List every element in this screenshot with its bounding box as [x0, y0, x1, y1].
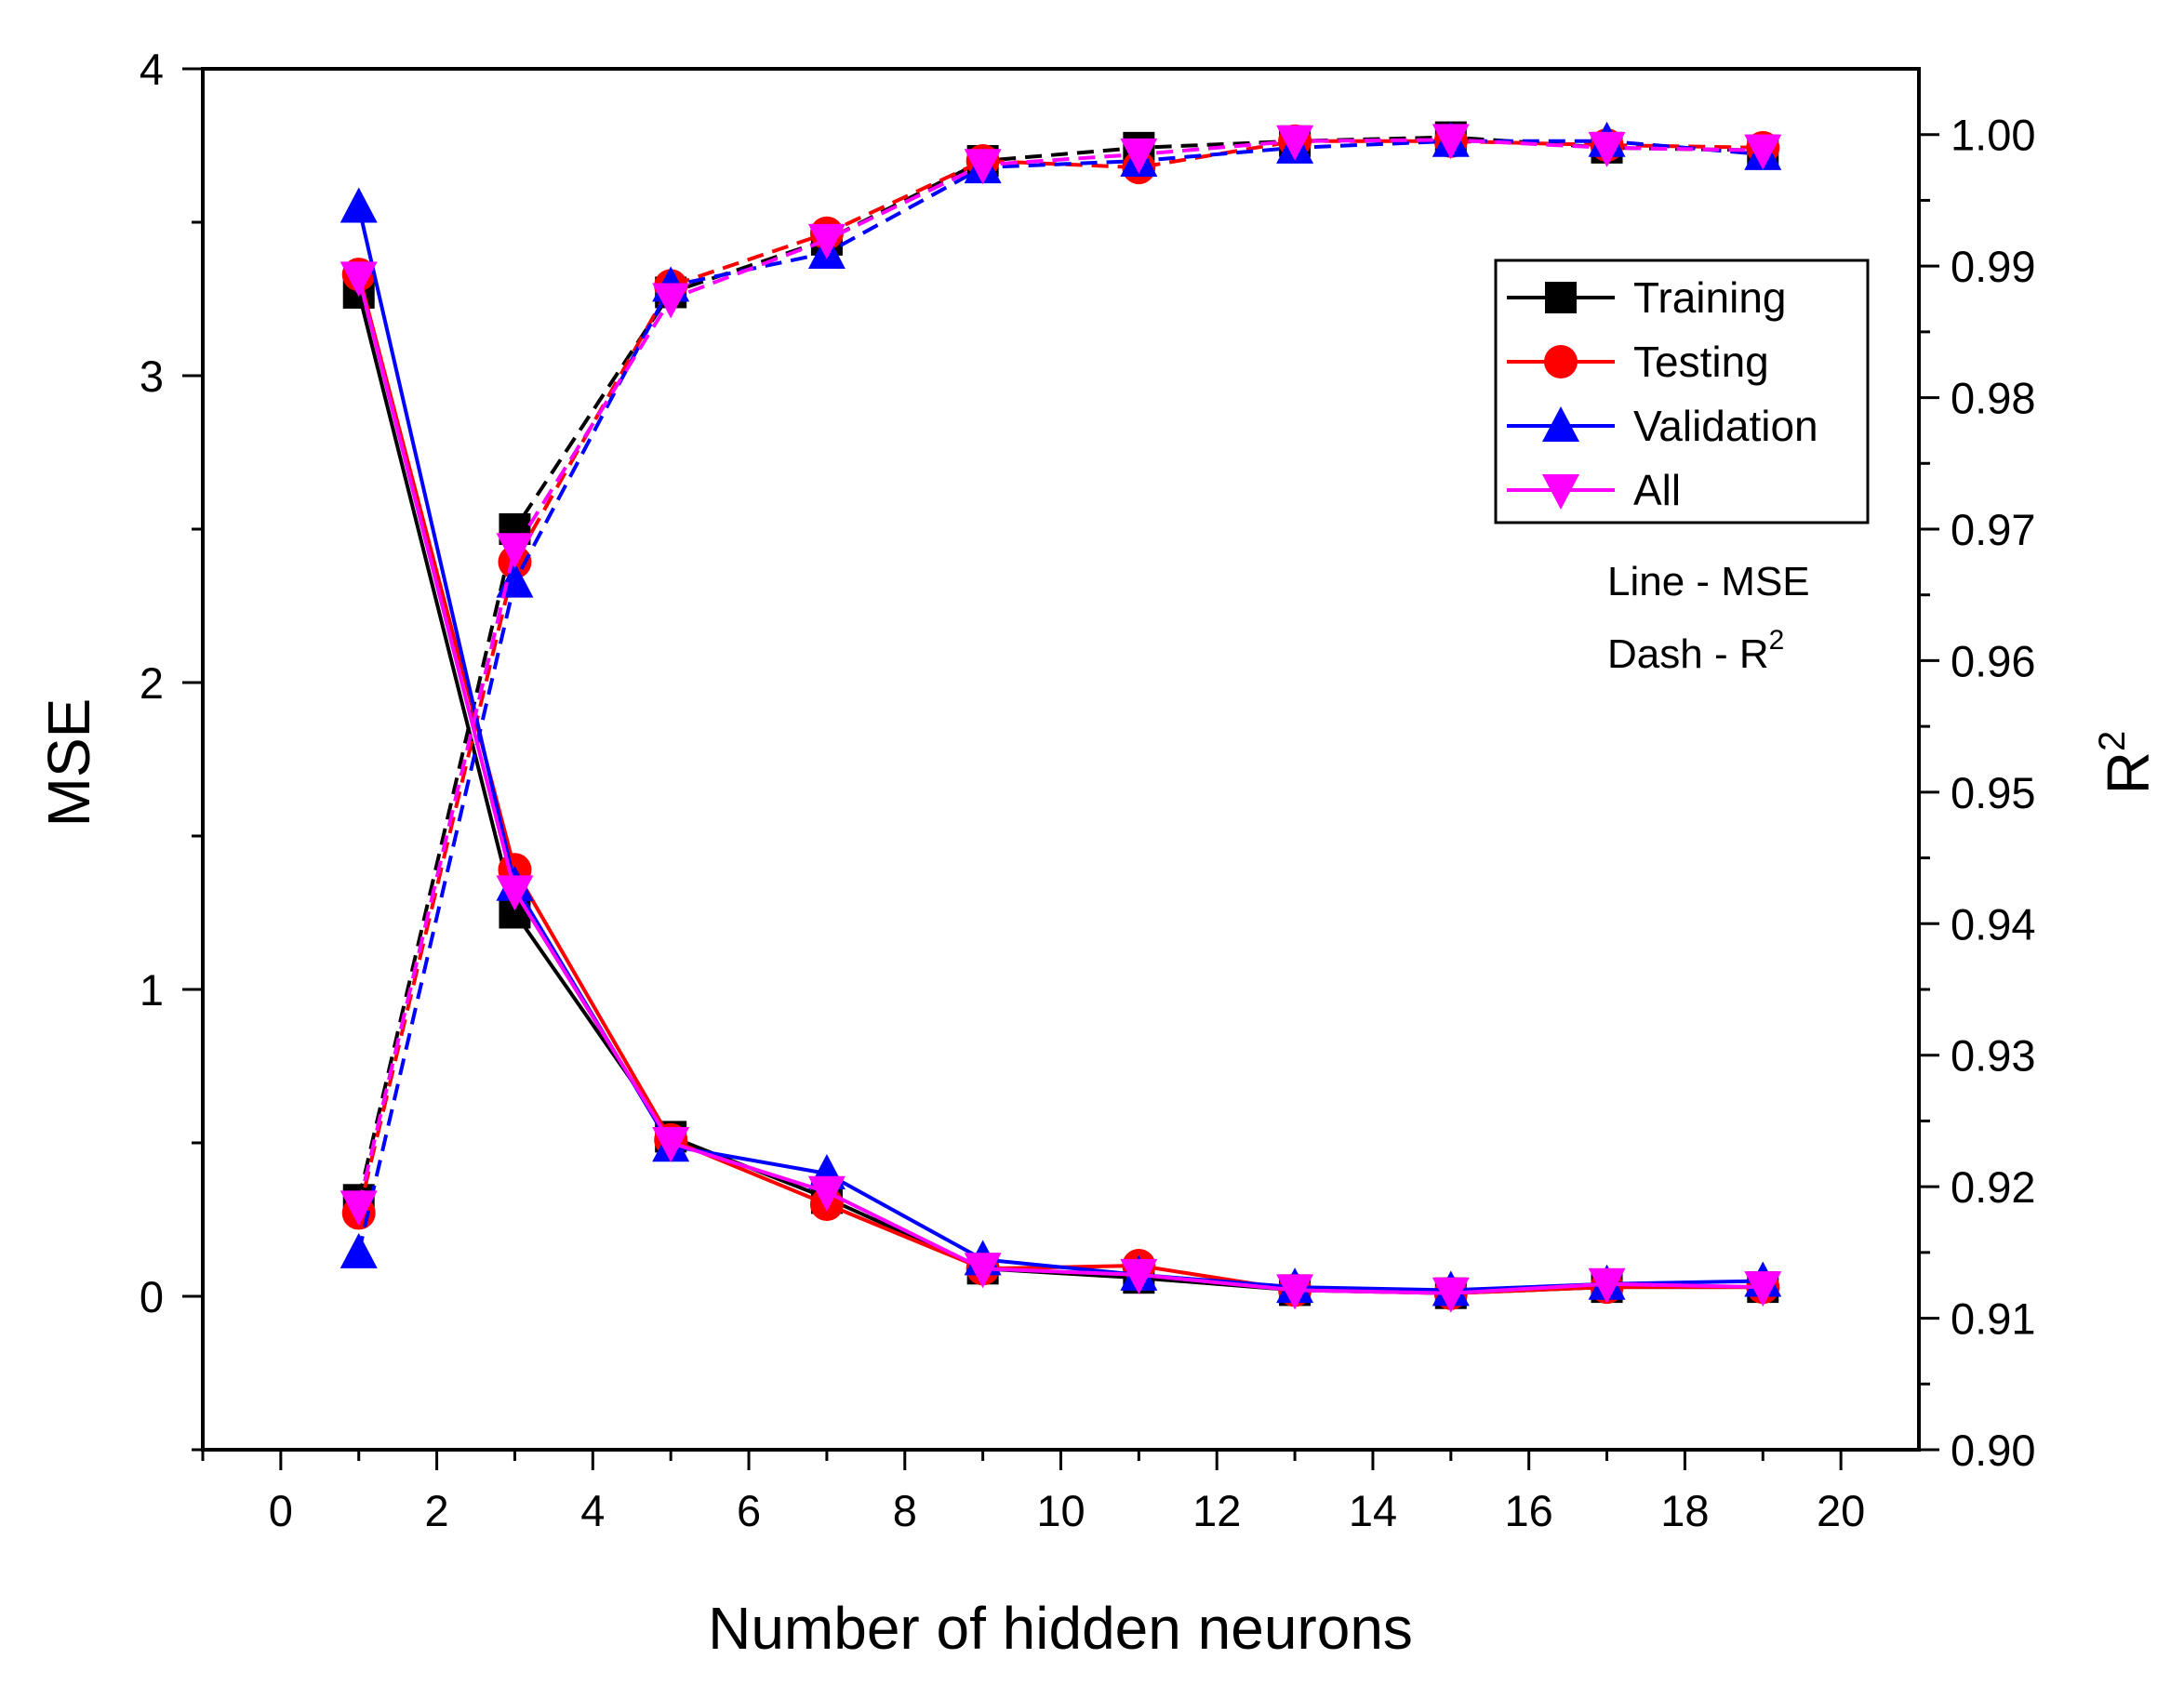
y-axis-right-title-sup: 2 [2092, 731, 2133, 751]
x-tick-label: 12 [1192, 1486, 1241, 1535]
mse-point-all [964, 1253, 1002, 1289]
y-axis-right: 0.90 0.91 0.92 0.93 0.94 0.95 0.96 0.97 0.98 0.99… [1919, 111, 2035, 1475]
legend-entry-validation: Validation [1507, 402, 1818, 450]
legend-marker-testing [1544, 345, 1578, 378]
x-tick-label: 20 [1817, 1486, 1865, 1535]
x-tick-label: 6 [737, 1486, 761, 1535]
x-tick-label: 2 [425, 1486, 449, 1535]
y-axis-right-title-base: R [2095, 751, 2162, 794]
y-right-tick-label: 1.00 [1951, 111, 2035, 160]
r2-point-all [1120, 138, 1158, 174]
y-left-tick-label: 4 [140, 45, 164, 94]
r2-dash-line-validation [356, 139, 1764, 1254]
r2-point-validation [340, 1232, 378, 1268]
x-tick-label: 18 [1660, 1486, 1709, 1535]
y-axis-right-title: R2 [2092, 731, 2162, 794]
mse-point-all [340, 261, 378, 298]
y-left-tick-label: 3 [140, 352, 164, 401]
y-right-tick-label: 0.93 [1951, 1031, 2035, 1081]
x-tick-label: 10 [1036, 1486, 1085, 1535]
mse-point-all [652, 1127, 690, 1162]
legend-label-training: Training [1633, 273, 1786, 322]
mse-point-all [1120, 1258, 1158, 1294]
x-tick-label: 8 [893, 1486, 917, 1535]
mse-point-all [1276, 1274, 1314, 1310]
r2-point-all [340, 1190, 378, 1227]
x-tick-label: 4 [580, 1486, 605, 1535]
legend-label-all: All [1633, 466, 1681, 514]
y-right-tick-label: 0.90 [1951, 1426, 2035, 1475]
y-right-tick-label: 0.97 [1951, 505, 2035, 554]
annotation-dash-r2-base: Dash - R [1607, 631, 1769, 677]
svg-text:R2: R2 [2092, 731, 2162, 794]
r2-point-all [1744, 134, 1782, 170]
mse-point-all [1744, 1271, 1782, 1307]
r2-point-all [964, 149, 1002, 185]
x-tick-label: 14 [1349, 1486, 1397, 1535]
series-all [340, 124, 1782, 1313]
legend-label-testing: Testing [1633, 338, 1769, 386]
y-left-tick-label: 1 [140, 965, 164, 1015]
r2-point-all [807, 223, 846, 259]
mse-point-validation [340, 187, 378, 223]
y-left-tick-label: 2 [140, 658, 164, 708]
mse-point-all [1588, 1267, 1626, 1304]
annotation-dash-r2-sup: 2 [1769, 625, 1785, 656]
mse-point-all [1432, 1277, 1470, 1313]
legend-label-validation: Validation [1633, 402, 1818, 450]
y-right-tick-label: 0.92 [1951, 1162, 2035, 1212]
mse-point-all [496, 875, 534, 911]
r2-point-all [1588, 131, 1626, 167]
y-right-tick-label: 0.91 [1951, 1294, 2035, 1344]
series-layer [340, 121, 1782, 1313]
mse-point-all [807, 1175, 846, 1212]
legend-marker-all [1542, 474, 1579, 510]
legend-entry-testing: Testing [1507, 338, 1769, 386]
legend-entry-training: Training [1507, 273, 1786, 322]
y-axis-left: 0 1 2 3 4 [140, 45, 203, 1452]
x-axis-title: Number of hidden neurons [708, 1595, 1413, 1662]
r2-point-all [1276, 125, 1314, 161]
legend-marker-validation [1542, 406, 1579, 442]
y-right-tick-label: 0.99 [1951, 242, 2035, 291]
y-right-tick-label: 0.94 [1951, 899, 2035, 949]
annotation-line-mse: Line - MSE [1607, 559, 1810, 604]
legend: Training Testing Validation All [1494, 259, 1870, 524]
r2-point-all [652, 283, 690, 319]
legend-entry-all: All [1507, 466, 1681, 514]
x-axis: 0 2 4 6 8 10 12 14 16 18 20 [201, 1450, 1865, 1535]
y-right-tick-label: 0.95 [1951, 768, 2035, 817]
y-right-tick-label: 0.96 [1951, 636, 2035, 685]
y-left-tick-label: 0 [140, 1272, 164, 1321]
r2-point-all [1432, 124, 1470, 160]
legend-marker-training [1545, 282, 1577, 313]
mse-line-all [356, 276, 1764, 1295]
r2-dash-line-all [356, 138, 1764, 1207]
annotation-dash-r2: Dash - R2 [1607, 625, 1784, 677]
x-tick-label: 0 [269, 1486, 293, 1535]
r2-point-all [496, 533, 534, 569]
y-right-tick-label: 0.98 [1951, 374, 2035, 423]
y-axis-left-title: MSE [35, 698, 102, 828]
x-tick-label: 16 [1505, 1486, 1553, 1535]
